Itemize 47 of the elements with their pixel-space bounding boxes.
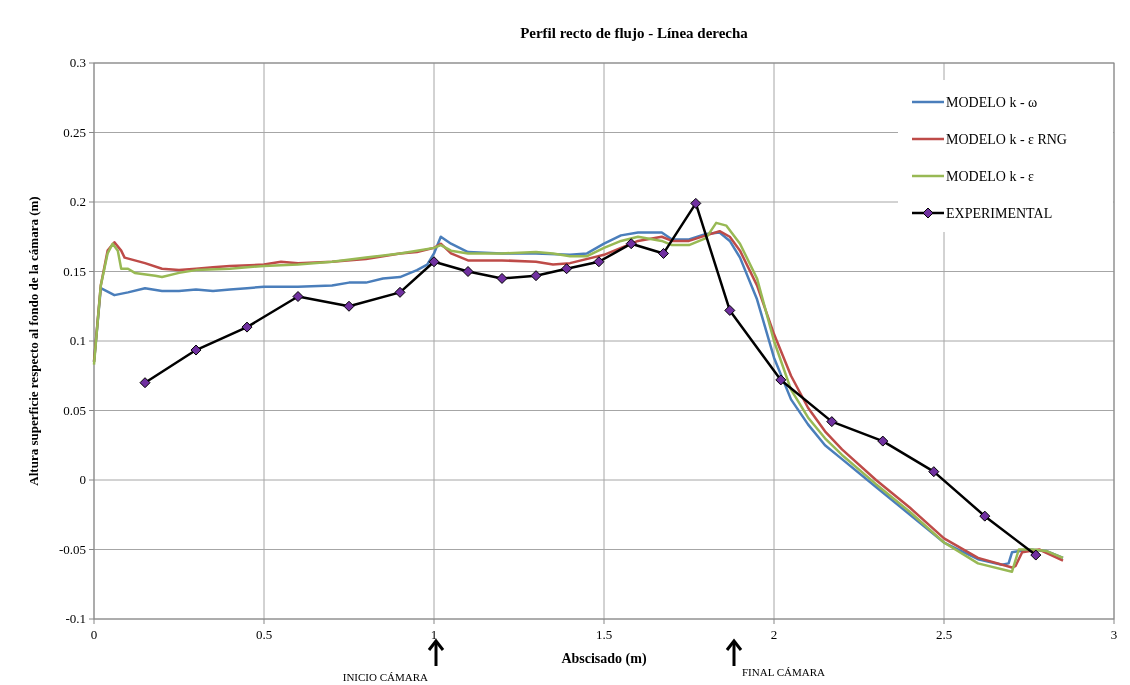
x-tick-label: 2.5 — [935, 627, 953, 642]
point — [690, 197, 702, 209]
chart-title: Perfil recto de flujo - Línea derecha — [520, 25, 749, 41]
y-tick-label: 0.15 — [63, 263, 86, 279]
y-tick-label: 0.1 — [69, 333, 86, 348]
point — [877, 435, 889, 447]
point — [496, 272, 508, 284]
y-tick-label: 0 — [79, 472, 86, 487]
y-tick-label: 0.2 — [69, 194, 86, 209]
point — [241, 321, 253, 333]
legend-label: MODELO k - ε RNG — [946, 132, 1067, 147]
point — [561, 263, 573, 275]
point — [1030, 549, 1042, 561]
text: INICIO CÁMARA — [342, 671, 429, 683]
point — [428, 256, 440, 268]
text: FINAL CÁMARA — [742, 666, 826, 678]
x-tick-label: 0.5 — [255, 627, 273, 642]
point — [343, 300, 355, 312]
x-tick-label: 1.5 — [595, 627, 613, 642]
x-tick-label: 2 — [770, 627, 778, 642]
point — [928, 466, 940, 478]
point — [625, 238, 637, 250]
point — [979, 510, 991, 522]
x-axis-title: Abscisado (m) — [561, 651, 647, 667]
point — [658, 247, 669, 259]
point — [724, 304, 736, 316]
point — [826, 416, 838, 428]
point — [139, 377, 151, 389]
point — [530, 270, 542, 282]
point — [394, 286, 406, 298]
y-tick-label: -0.1 — [65, 611, 86, 626]
y-tick-label: 0.25 — [63, 124, 86, 140]
y-axis-title: Altura superficie respecto al fondo de la cámara (m) — [26, 196, 41, 486]
y-tick-label: 0.05 — [63, 402, 86, 418]
x-tick-label: 3 — [1110, 627, 1118, 642]
point — [593, 256, 605, 268]
point — [775, 374, 787, 386]
point — [190, 344, 202, 356]
x-tick-label: 1 — [430, 627, 438, 642]
y-tick-label: 0.3 — [69, 55, 86, 70]
legend-label: MODELO k - ω — [946, 95, 1038, 110]
point — [292, 291, 304, 303]
legend-label: MODELO k - ε — [946, 169, 1035, 184]
x-tick-label: 0 — [90, 627, 98, 642]
legend-label: EXPERIMENTAL — [946, 206, 1053, 221]
point — [462, 266, 474, 277]
y-tick-label: -0.05 — [58, 541, 86, 557]
